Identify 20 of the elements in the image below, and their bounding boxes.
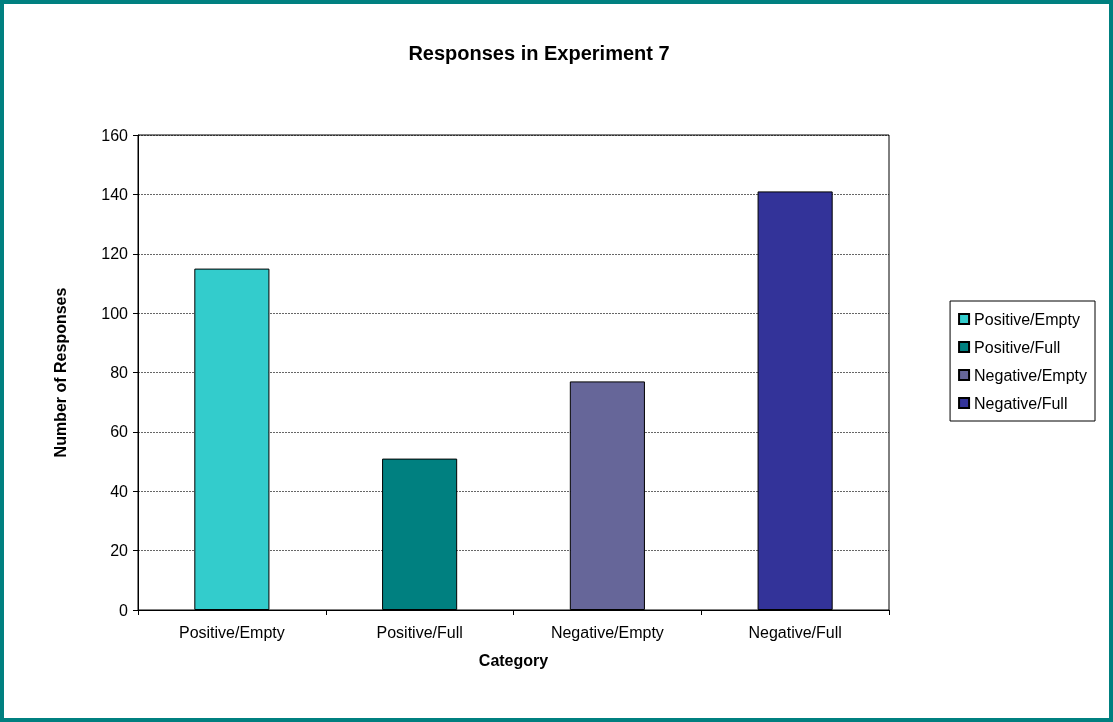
y-tick-label: 80	[110, 364, 129, 381]
y-tick-label: 140	[101, 185, 129, 203]
chart-title: Responses in Experiment 7	[408, 42, 670, 64]
x-tick-label: Positive/Full	[376, 623, 463, 641]
legend-label: Positive/Empty	[974, 310, 1080, 328]
y-tick-label: 40	[110, 482, 129, 500]
y-tick-label: 0	[119, 601, 129, 619]
y-tick-label: 100	[101, 304, 129, 322]
x-axis-title: Category	[478, 651, 549, 669]
y-tick-label: 20	[110, 542, 129, 560]
x-tick-label: Positive/Empty	[178, 623, 285, 641]
y-axis-title: Number of Responses	[51, 287, 69, 458]
legend-label: Negative/Empty	[974, 366, 1087, 384]
y-tick-label: 120	[101, 245, 129, 263]
y-tick-label: 60	[110, 423, 129, 441]
legend-label: Negative/Full	[974, 394, 1068, 412]
legend-label: Positive/Full	[974, 338, 1061, 356]
x-tick-label: Negative/Empty	[550, 623, 664, 641]
y-tick-label: 160	[101, 126, 129, 144]
x-tick-label: Negative/Full	[748, 623, 842, 641]
